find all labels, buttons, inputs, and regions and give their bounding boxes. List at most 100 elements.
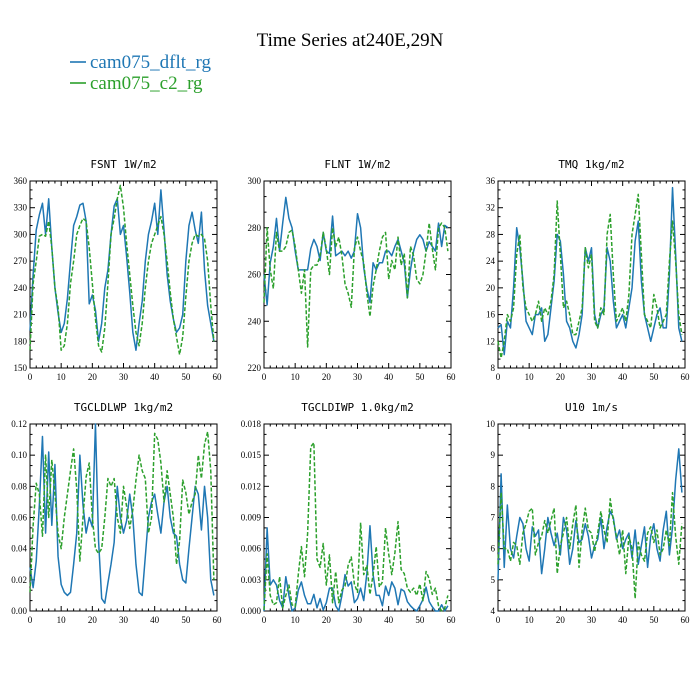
x-tick-label: 10	[57, 372, 67, 382]
x-tick-label: 30	[587, 372, 597, 382]
x-tick-label: 30	[119, 615, 129, 625]
x-tick-label: 0	[262, 372, 267, 382]
legend: cam075_dflt_rg cam075_c2_rg	[70, 52, 212, 94]
y-tick-label: 20	[486, 283, 496, 293]
y-tick-label: 28	[486, 229, 496, 239]
series-line-cam075_dflt_rg	[497, 448, 683, 580]
y-tick-label: 240	[14, 283, 28, 293]
chart-panel-2: FLNT 1W/m2 0 10 20 30 40 50 60 220 240 260 280 300	[248, 158, 457, 382]
chart-title: TGCLDIWP 1.0kg/m2	[301, 401, 414, 414]
y-tick-label: 0.10	[11, 450, 27, 460]
chart-title: FSNT 1W/m2	[90, 158, 156, 171]
y-tick-label: 220	[248, 363, 262, 373]
y-tick-label: 0.02	[11, 575, 27, 585]
x-tick-label: 60	[447, 372, 457, 382]
series-line-cam075_c2_rg	[263, 441, 449, 612]
x-tick-label: 0	[262, 615, 267, 625]
y-tick-label: 24	[486, 256, 496, 266]
x-tick-label: 60	[681, 372, 691, 382]
y-tick-label: 260	[248, 270, 262, 280]
x-tick-label: 0	[496, 615, 501, 625]
x-tick-label: 30	[353, 615, 363, 625]
y-tick-label: 240	[248, 316, 262, 326]
y-tick-label: 0.012	[241, 481, 261, 491]
x-tick-label: 30	[119, 372, 129, 382]
y-tick-label: 8	[491, 481, 496, 491]
x-tick-label: 20	[88, 615, 98, 625]
y-tick-label: 180	[14, 336, 28, 346]
y-tick-label: 0.06	[11, 513, 27, 523]
y-tick-label: 0.015	[241, 450, 262, 460]
y-tick-label: 300	[14, 229, 28, 239]
x-tick-label: 0	[496, 372, 501, 382]
y-tick-label: 210	[14, 310, 28, 320]
chart-panel-4: TGCLDLWP 1kg/m2 0 10 20 30 40 50 60 0.00 0.02 0.04…	[11, 401, 222, 625]
x-tick-label: 0	[28, 615, 33, 625]
x-tick-label: 10	[525, 372, 535, 382]
x-tick-label: 50	[415, 615, 425, 625]
y-tick-label: 0.04	[11, 544, 27, 554]
y-tick-label: 0.018	[241, 419, 262, 429]
x-tick-label: 10	[291, 615, 301, 625]
x-tick-label: 40	[384, 372, 394, 382]
x-tick-label: 30	[353, 372, 363, 382]
x-tick-label: 10	[291, 372, 301, 382]
y-tick-label: 5	[491, 575, 496, 585]
x-tick-label: 50	[181, 372, 191, 382]
y-tick-label: 300	[248, 176, 262, 186]
y-tick-label: 0.003	[241, 575, 262, 585]
series-line-cam075_c2_rg	[263, 222, 449, 348]
series-line-cam075_dflt_rg	[29, 189, 215, 351]
x-tick-label: 40	[150, 615, 160, 625]
x-tick-label: 60	[681, 615, 691, 625]
x-tick-label: 20	[556, 372, 566, 382]
y-tick-label: 150	[14, 363, 28, 373]
series-line-cam075_dflt_rg	[497, 186, 683, 356]
panels: FSNT 1W/m20 10 20 30 40 50 6015018021024027030…	[11, 158, 690, 625]
x-tick-label: 20	[322, 372, 332, 382]
legend-label-c2: cam075_c2_rg	[90, 73, 203, 94]
y-tick-label: 32	[486, 203, 495, 213]
chart-title: TGCLDLWP 1kg/m2	[74, 401, 173, 414]
x-tick-label: 20	[556, 615, 566, 625]
series-line-cam075_c2_rg	[29, 431, 215, 593]
chart-panel-1: FSNT 1W/m2 0 10 20 30 40 50 60 150 180 210 240 270 30…	[14, 158, 223, 382]
chart-panel-3: TMQ 1kg/m2 0 10 20 30 40 50 60 8 12 16 20 24 28 32 36	[486, 158, 690, 382]
chart-panel-5: TGCLDIWP 1.0kg/m2 0 10 20 30 40 50 60 0.000 0.003…	[241, 401, 456, 625]
y-tick-label: 8	[491, 363, 496, 373]
y-tick-label: 360	[14, 176, 28, 186]
x-tick-label: 10	[525, 615, 535, 625]
y-tick-label: 0.000	[241, 606, 262, 616]
chart-panel-6: U10 1m/s 0 10 20 30 40 50 60 4 5 6 7 8 9 10	[486, 401, 690, 625]
x-tick-label: 20	[322, 615, 332, 625]
y-tick-label: 7	[491, 513, 496, 523]
y-tick-label: 0.00	[11, 606, 27, 616]
x-tick-label: 20	[88, 372, 98, 382]
chart-title: U10 1m/s	[565, 401, 618, 414]
x-tick-label: 50	[181, 615, 191, 625]
x-tick-label: 0	[28, 372, 33, 382]
y-tick-label: 16	[486, 310, 496, 320]
legend-label-dflt: cam075_dflt_rg	[90, 52, 212, 73]
y-tick-label: 0.009	[241, 513, 262, 523]
x-tick-label: 40	[618, 372, 628, 382]
figure-title: Time Series at240E,29N	[257, 30, 444, 51]
y-tick-label: 36	[486, 176, 496, 186]
x-tick-label: 50	[649, 372, 659, 382]
x-tick-label: 50	[415, 372, 425, 382]
x-tick-label: 40	[618, 615, 628, 625]
y-tick-label: 0.08	[11, 481, 27, 491]
y-tick-label: 330	[14, 203, 28, 213]
y-tick-label: 0.006	[241, 544, 262, 554]
y-tick-label: 0.12	[11, 419, 27, 429]
y-tick-label: 280	[248, 223, 262, 233]
y-tick-label: 12	[486, 336, 495, 346]
y-tick-label: 9	[491, 450, 496, 460]
y-tick-label: 6	[491, 544, 496, 554]
x-tick-label: 10	[57, 615, 67, 625]
series-line-cam075_dflt_rg	[263, 525, 449, 612]
x-tick-label: 40	[384, 615, 394, 625]
series-line-cam075_dflt_rg	[29, 423, 215, 604]
